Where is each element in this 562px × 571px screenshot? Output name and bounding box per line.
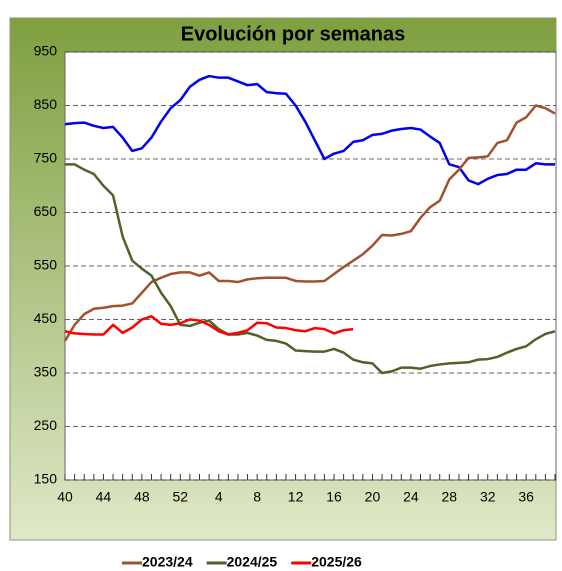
y-tick-label: 850 [34,96,58,112]
x-tick-label: 44 [96,489,112,505]
x-tick-label: 28 [442,489,458,505]
series-line [65,163,556,375]
y-tick-label: 550 [34,257,58,273]
series-line [63,104,556,342]
x-tick-label: 16 [326,489,342,505]
series-line [64,74,555,186]
x-tick-label: 52 [173,489,189,505]
x-tick-label: 40 [57,489,73,505]
x-tick-label: 32 [480,489,496,505]
legend-label: 2023/24 [142,554,193,570]
x-tick-label: 8 [253,489,261,505]
x-tick-label: 12 [288,489,304,505]
y-tick-label: 450 [34,310,58,326]
y-tick-label: 650 [34,203,58,219]
chart-title: Evolución por semanas [181,23,406,45]
x-tick-label: 4 [215,489,223,505]
x-tick-label: 36 [518,489,534,505]
legend-label: 2024/25 [227,554,278,570]
x-tick-label: 20 [365,489,381,505]
x-tick-label: 48 [134,489,150,505]
y-tick-label: 150 [34,471,58,487]
y-tick-label: 350 [34,364,58,380]
y-tick-label: 950 [34,43,58,59]
legend-label: 2025/26 [311,554,362,570]
y-tick-label: 750 [34,150,58,166]
series-line [64,315,354,336]
x-tick-label: 24 [403,489,419,505]
y-tick-label: 250 [34,417,58,433]
